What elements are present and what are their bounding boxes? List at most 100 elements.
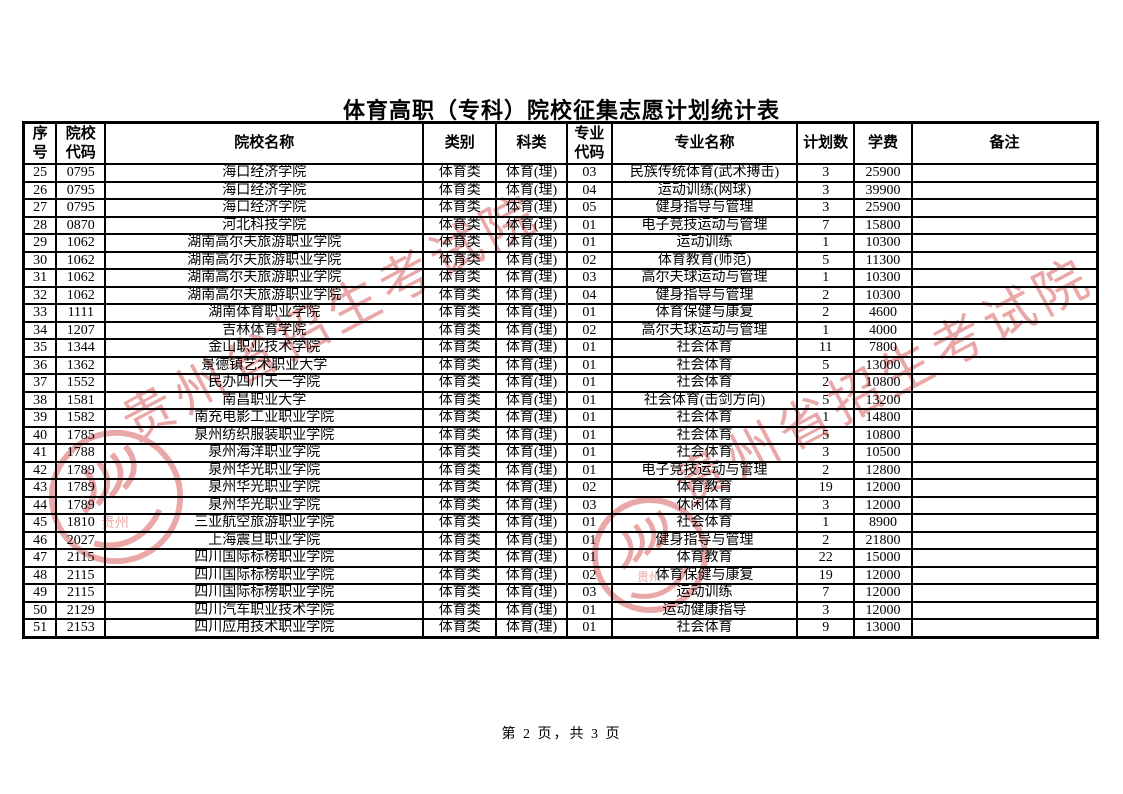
table-cell: 04 [565,180,613,200]
table-row: 39 1582 南充电影工业职业学院 体育类 体育(理) 01 社会体育 1 14800 [22,408,1099,428]
table-cell: 1785 [55,425,107,445]
table-cell [910,285,1099,305]
table-cell: 2 [796,303,856,323]
table-row: 30 1062 湖南高尔夫旅游职业学院 体育类 体育(理) 02 体育教育(师范) 5 1130… [22,250,1099,270]
table-cell: 13000 [853,355,913,375]
table-row: 44 1789 泉州华光职业学院 体育类 体育(理) 03 休闲体育 3 12000 [22,495,1099,515]
table-cell: 湖南体育职业学院 [104,303,425,323]
table-cell: 5 [796,425,856,445]
table-row: 31 1062 湖南高尔夫旅游职业学院 体育类 体育(理) 03 高尔夫球运动与管理 1 103… [22,268,1099,288]
table-cell: 02 [565,478,613,498]
table-cell: 体育(理) [495,530,568,550]
table-row: 26 0795 海口经济学院 体育类 体育(理) 04 运动训练(网球) 3 39900 [22,180,1099,200]
table-cell: 3 [796,180,856,200]
table-cell: 1789 [55,460,107,480]
table-cell: 0795 [55,180,107,200]
table-cell [910,250,1099,270]
table-cell: 0795 [55,163,107,183]
table-cell: 体育(理) [495,250,568,270]
table-cell: 体育教育 [610,548,799,568]
table-cell: 1789 [55,478,107,498]
table-cell: 体育(理) [495,583,568,603]
table-cell: 32 [22,285,58,305]
table-cell: 体育类 [422,373,498,393]
table-cell: 四川国际标榜职业学院 [104,583,425,603]
table-cell: 5 [796,250,856,270]
table-cell [910,530,1099,550]
table-cell: 海口经济学院 [104,180,425,200]
table-cell: 19 [796,478,856,498]
table-cell: 03 [565,495,613,515]
table-cell: 体育(理) [495,180,568,200]
table-cell: 2 [796,460,856,480]
table-cell: 三亚航空旅游职业学院 [104,513,425,533]
table-row: 38 1581 南昌职业大学 体育类 体育(理) 01 社会体育(击剑方向) 5 13200 [22,390,1099,410]
table-cell: 10800 [853,425,913,445]
table-cell: 体育类 [422,390,498,410]
column-header: 专业代码 [565,121,613,165]
table-cell: 42 [22,460,58,480]
column-header: 院校代码 [55,121,107,165]
table-cell: 7800 [853,338,913,358]
table-cell: 01 [565,373,613,393]
table-cell: 吉林体育学院 [104,320,425,340]
table-cell: 体育类 [422,250,498,270]
table-cell: 50 [22,600,58,620]
table-cell: 体育(理) [495,548,568,568]
table-cell: 39900 [853,180,913,200]
table-cell: 南充电影工业职业学院 [104,408,425,428]
table-cell: 体育类 [422,530,498,550]
table-cell: 37 [22,373,58,393]
table-row: 28 0870 河北科技学院 体育类 体育(理) 01 电子竞技运动与管理 7 15800 [22,215,1099,235]
table-cell: 体育类 [422,180,498,200]
page-title: 体育高职（专科）院校征集志愿计划统计表 [342,98,780,123]
table-cell: 体育(理) [495,408,568,428]
table-cell: 12000 [853,600,913,620]
page-number: 第 2 页，共 3 页 [501,727,622,742]
table-cell: 体育教育 [610,478,799,498]
table-cell: 3 [796,600,856,620]
table-cell: 电子竞技运动与管理 [610,460,799,480]
table-cell: 社会体育 [610,425,799,445]
table-cell [910,303,1099,323]
table-cell: 2027 [55,530,107,550]
table-cell: 体育(理) [495,303,568,323]
table-cell: 体育(理) [495,460,568,480]
table-cell: 10800 [853,373,913,393]
table-cell: 10300 [853,233,913,253]
table-row: 36 1362 景德镇艺术职业大学 体育类 体育(理) 01 社会体育 5 13000 [22,355,1099,375]
table-cell: 46 [22,530,58,550]
table-cell: 2 [796,530,856,550]
table-cell: 体育类 [422,285,498,305]
table-row: 32 1062 湖南高尔夫旅游职业学院 体育类 体育(理) 04 健身指导与管理 2 10300 [22,285,1099,305]
table-cell: 体育类 [422,215,498,235]
table-cell: 10500 [853,443,913,463]
table-cell [910,618,1099,638]
table-cell [910,478,1099,498]
table-cell: 湖南高尔夫旅游职业学院 [104,233,425,253]
table-cell: 1207 [55,320,107,340]
table-cell: 社会体育 [610,338,799,358]
table-cell: 体育类 [422,163,498,183]
table-cell: 25900 [853,163,913,183]
table-cell: 四川汽车职业技术学院 [104,600,425,620]
table-cell: 02 [565,320,613,340]
table-cell: 3 [796,163,856,183]
table-cell [910,583,1099,603]
table-cell: 体育(理) [495,425,568,445]
table-cell: 体育(理) [495,338,568,358]
table-cell: 体育(理) [495,355,568,375]
table-cell: 15000 [853,548,913,568]
table-cell: 社会体育 [610,408,799,428]
table-cell: 4600 [853,303,913,323]
table-cell: 体育类 [422,513,498,533]
table-cell: 体育类 [422,320,498,340]
table-cell: 01 [565,215,613,235]
table-cell: 2 [796,285,856,305]
table-cell: 体育类 [422,600,498,620]
table-cell: 01 [565,513,613,533]
table-cell: 社会体育 [610,355,799,375]
table-cell: 01 [565,530,613,550]
table-cell: 13200 [853,390,913,410]
table-cell: 11 [796,338,856,358]
